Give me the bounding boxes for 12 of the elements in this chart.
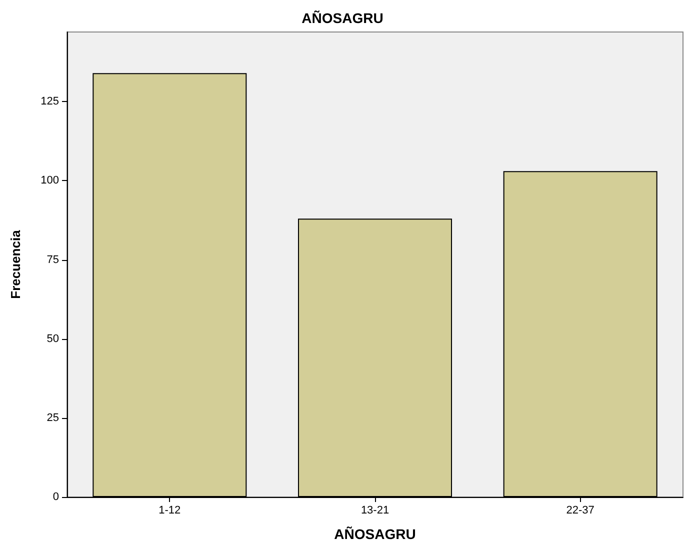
x-tick-label: 1-12 [158, 504, 181, 516]
x-tick-label: 13-21 [360, 504, 390, 516]
x-axis-title: AÑOSAGRU [334, 526, 416, 542]
y-tick-label: 50 [46, 332, 59, 345]
x-tick-label: 22-37 [566, 504, 594, 516]
y-tick-label: 25 [46, 412, 59, 424]
chart-title: AÑOSAGRU [302, 10, 384, 26]
y-tick-label: 0 [52, 491, 59, 503]
y-tick-label: 125 [40, 96, 59, 108]
y-tick-label: 100 [40, 174, 59, 187]
y-tick-label: 75 [46, 254, 59, 266]
y-axis-title: Frecuencia [8, 229, 23, 299]
